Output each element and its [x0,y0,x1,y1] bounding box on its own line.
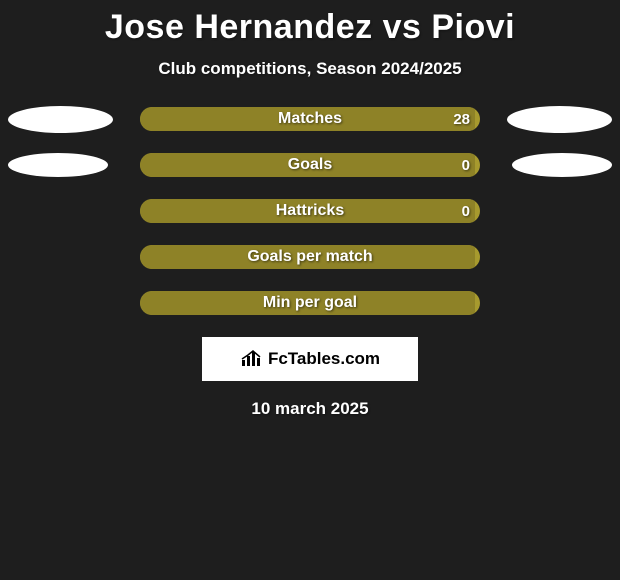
stat-bar-fill [140,107,475,131]
stat-bar-fill [140,291,475,315]
stat-bar-value: 28 [453,107,470,131]
comparison-card: Jose Hernandez vs Piovi Club competition… [0,0,620,580]
stat-bar-track: Matches28 [140,107,480,131]
bar-chart-icon [240,350,262,368]
stat-row: Goals per match [0,245,620,269]
stat-bar-value: 0 [462,199,470,223]
stat-bar-track: Goals0 [140,153,480,177]
stat-bar-value: 0 [462,153,470,177]
decor-ellipse-right [507,106,612,133]
stat-row: Goals0 [0,153,620,177]
stat-bar-track: Min per goal [140,291,480,315]
page-subtitle: Club competitions, Season 2024/2025 [0,59,620,79]
stat-bar-track: Goals per match [140,245,480,269]
stat-bar-fill [140,199,475,223]
decor-ellipse-left [8,153,108,177]
stat-bar-track: Hattricks0 [140,199,480,223]
stat-bar-fill [140,245,475,269]
stat-rows: Matches28 Goals0 Hattricks0 Goals per match… [0,107,620,315]
page-title: Jose Hernandez vs Piovi [0,0,620,47]
decor-ellipse-left [8,106,113,133]
stat-row: Min per goal [0,291,620,315]
decor-ellipse-right [512,153,612,177]
stat-row: Hattricks0 [0,199,620,223]
attribution-text: FcTables.com [268,349,380,369]
date-text: 10 march 2025 [0,399,620,419]
stat-row: Matches28 [0,107,620,131]
stat-bar-fill [140,153,475,177]
attribution-box: FcTables.com [202,337,418,381]
